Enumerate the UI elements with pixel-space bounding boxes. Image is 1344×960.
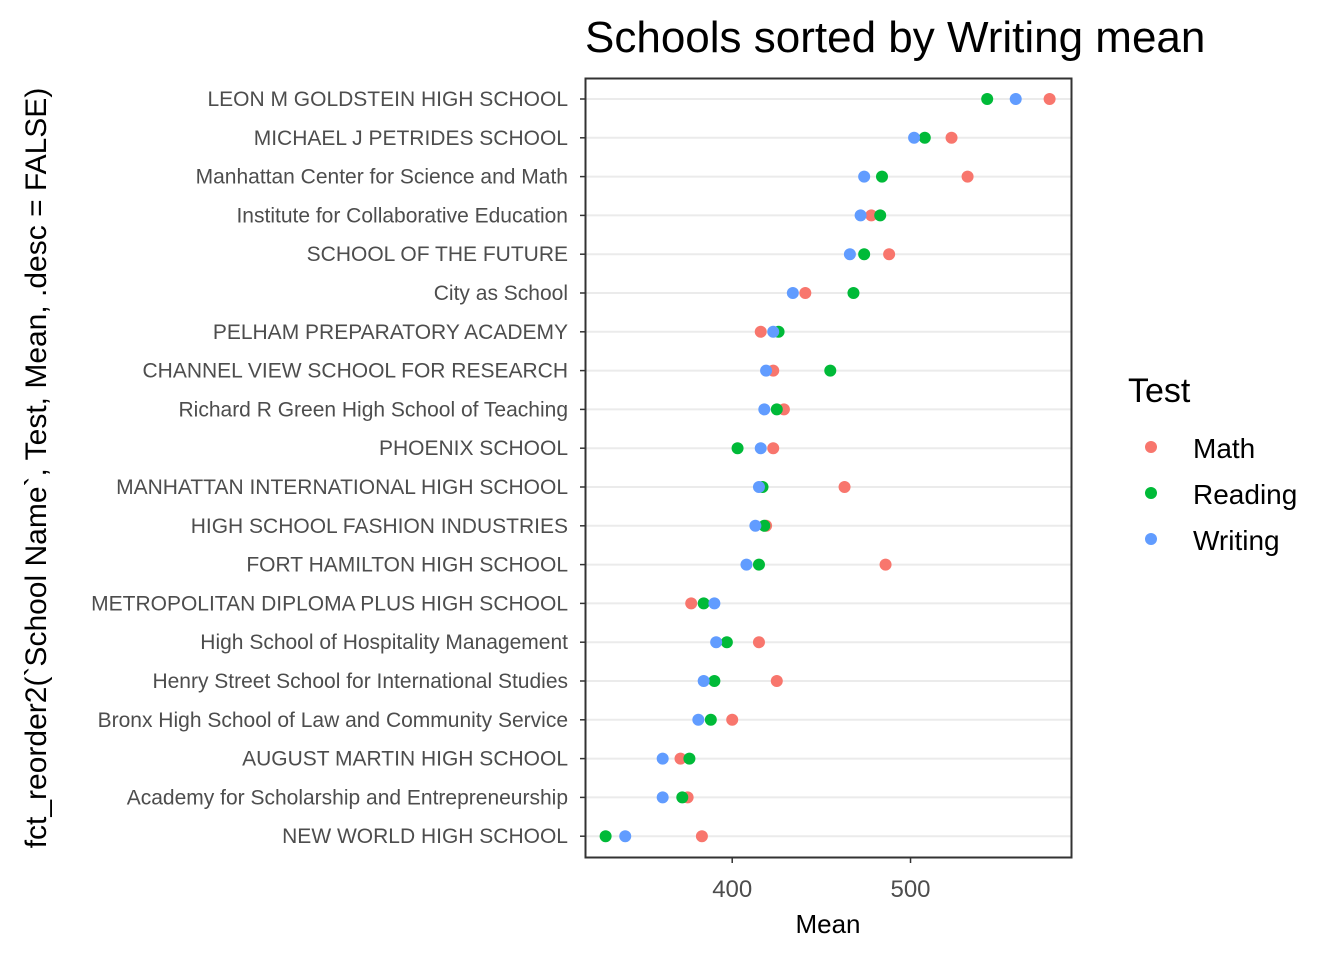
point-reading xyxy=(752,558,765,571)
legend-key-writing xyxy=(1145,533,1157,545)
y-tick-label: Academy for Scholarship and Entrepreneur… xyxy=(127,786,568,809)
y-tick-label: Henry Street School for International St… xyxy=(152,670,568,693)
y-tick-label: Bronx High School of Law and Community S… xyxy=(98,709,568,732)
point-reading xyxy=(708,675,721,687)
legend-title: Test xyxy=(1128,372,1191,410)
y-axis-title: fct_reorder2(`School Name`, Test, Mean, … xyxy=(20,88,53,849)
point-writing xyxy=(786,287,799,299)
point-math xyxy=(752,636,765,649)
point-math xyxy=(799,287,812,299)
point-math xyxy=(770,675,783,687)
point-writing xyxy=(754,442,767,455)
y-tick-label: HIGH SCHOOL FASHION INDUSTRIES xyxy=(191,515,568,538)
point-reading xyxy=(676,791,689,804)
y-axis-labels: LEON M GOLDSTEIN HIGH SCHOOL MICHAEL J PE… xyxy=(91,88,585,848)
x-tick-label: 500 xyxy=(890,876,930,903)
point-math xyxy=(726,713,739,726)
y-tick-label: PELHAM PREPARATORY ACADEMY xyxy=(213,321,568,344)
x-axis: 400 500 xyxy=(712,857,931,903)
point-reading xyxy=(918,131,931,144)
point-math xyxy=(674,752,687,765)
point-reading xyxy=(731,442,744,455)
point-writing xyxy=(619,830,632,843)
legend-key-reading xyxy=(1145,487,1157,499)
y-tick-label: SCHOOL OF THE FUTURE xyxy=(307,243,568,266)
point-reading xyxy=(847,287,860,299)
y-tick-label: FORT HAMILTON HIGH SCHOOL xyxy=(246,554,568,577)
chart-title: Schools sorted by Writing mean xyxy=(585,13,1205,62)
point-writing xyxy=(767,325,780,338)
y-tick-label: MANHATTAN INTERNATIONAL HIGH SCHOOL xyxy=(116,476,568,499)
point-math xyxy=(695,830,708,843)
point-reading xyxy=(981,93,994,105)
point-writing xyxy=(697,675,710,687)
point-math xyxy=(838,481,851,493)
point-reading xyxy=(824,364,837,377)
legend-label-reading: Reading xyxy=(1193,479,1297,510)
legend-label-math: Math xyxy=(1193,433,1255,464)
plot-panel-border xyxy=(584,77,1073,859)
x-axis-title: Mean xyxy=(795,909,860,939)
point-reading xyxy=(599,830,612,843)
point-math xyxy=(879,558,892,571)
point-writing xyxy=(760,364,773,377)
point-writing xyxy=(656,752,669,765)
y-tick-label: Manhattan Center for Science and Math xyxy=(196,166,568,189)
point-reading xyxy=(874,209,887,222)
grid-lines xyxy=(586,98,1071,838)
point-reading xyxy=(720,636,733,649)
point-writing xyxy=(1009,93,1022,105)
point-writing xyxy=(740,558,753,571)
y-tick-label: High School of Hospitality Management xyxy=(200,631,568,654)
point-reading xyxy=(697,597,710,610)
legend-label-writing: Writing xyxy=(1193,525,1280,556)
point-reading xyxy=(704,713,717,726)
point-reading xyxy=(875,170,888,183)
point-writing xyxy=(908,131,921,144)
y-tick-label: MICHAEL J PETRIDES SCHOOL xyxy=(254,127,568,150)
y-tick-label: CHANNEL VIEW SCHOOL FOR RESEARCH xyxy=(142,360,568,383)
point-writing xyxy=(692,713,705,726)
y-tick-label: Richard R Green High School of Teaching xyxy=(179,398,569,421)
legend-key-math xyxy=(1145,441,1157,453)
y-tick-label: PHOENIX SCHOOL xyxy=(379,437,568,460)
point-writing xyxy=(749,519,762,532)
point-math xyxy=(1043,93,1056,105)
point-math xyxy=(945,131,958,144)
point-reading xyxy=(858,248,871,261)
legend: Test Math Reading Writing xyxy=(1128,372,1297,556)
point-reading xyxy=(758,519,771,532)
point-math xyxy=(961,170,974,183)
point-reading xyxy=(683,752,696,765)
point-writing xyxy=(843,248,856,261)
point-math xyxy=(767,442,780,455)
y-tick-label: Institute for Collaborative Education xyxy=(236,204,568,227)
point-writing xyxy=(854,209,867,222)
x-tick-label: 400 xyxy=(712,876,752,903)
point-math xyxy=(754,325,767,338)
point-reading xyxy=(770,403,783,416)
point-writing xyxy=(710,636,723,649)
y-tick-label: LEON M GOLDSTEIN HIGH SCHOOL xyxy=(207,88,568,111)
point-writing xyxy=(758,403,771,416)
point-math xyxy=(685,597,698,610)
point-writing xyxy=(656,791,669,804)
point-writing xyxy=(858,170,871,183)
y-tick-label: NEW WORLD HIGH SCHOOL xyxy=(282,825,568,848)
point-writing xyxy=(752,481,765,493)
y-tick-label: METROPOLITAN DIPLOMA PLUS HIGH SCHOOL xyxy=(91,592,568,615)
data-points xyxy=(599,93,1056,843)
point-writing xyxy=(708,597,721,610)
y-tick-label: City as School xyxy=(434,282,568,305)
point-math xyxy=(883,248,896,261)
point-math xyxy=(865,209,878,222)
y-tick-label: AUGUST MARTIN HIGH SCHOOL xyxy=(242,748,568,771)
